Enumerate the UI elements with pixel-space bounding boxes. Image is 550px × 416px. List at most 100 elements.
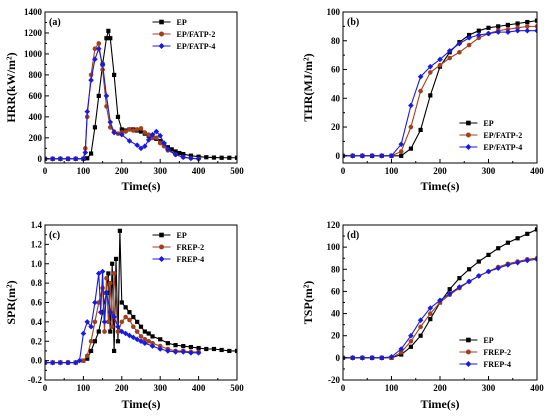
panel-label: (c) bbox=[49, 230, 60, 241]
data-point bbox=[97, 309, 104, 315]
data-point bbox=[524, 257, 531, 264]
data-point bbox=[107, 309, 114, 315]
legend-marker bbox=[159, 232, 164, 238]
data-point bbox=[196, 345, 201, 351]
data-point bbox=[437, 62, 443, 68]
data-point bbox=[110, 261, 115, 266]
data-point bbox=[92, 319, 98, 325]
data-point bbox=[142, 329, 147, 334]
data-point bbox=[45, 359, 48, 366]
data-point bbox=[446, 290, 453, 297]
x-tick-label: 300 bbox=[482, 166, 496, 176]
y-tick-label: 1.0 bbox=[31, 259, 43, 269]
y-tick-label: 0.4 bbox=[31, 317, 43, 327]
data-point bbox=[369, 153, 375, 159]
series-line bbox=[45, 46, 199, 160]
series-2 bbox=[45, 41, 201, 162]
x-axis-label: Time(s) bbox=[420, 179, 459, 193]
legend-label: FREP-2 bbox=[483, 348, 511, 357]
data-point bbox=[204, 346, 209, 352]
data-point bbox=[157, 346, 163, 352]
data-point bbox=[456, 40, 463, 47]
data-point bbox=[92, 46, 98, 52]
data-point bbox=[525, 231, 530, 236]
x-tick-label: 200 bbox=[433, 383, 447, 393]
data-point bbox=[359, 153, 366, 159]
data-point bbox=[95, 45, 102, 52]
data-point bbox=[398, 149, 404, 154]
data-point bbox=[149, 131, 156, 138]
data-point bbox=[359, 355, 366, 361]
data-point bbox=[418, 88, 423, 94]
legend-entry: EP/FATP-4 bbox=[152, 42, 215, 51]
series-1 bbox=[343, 227, 537, 360]
legend-entry: EP bbox=[152, 231, 187, 240]
y-axis-label: TSP(m²) bbox=[301, 281, 315, 325]
data-point bbox=[188, 344, 194, 350]
data-point bbox=[418, 127, 423, 133]
x-axis-label: Time(s) bbox=[420, 397, 459, 411]
data-point bbox=[408, 338, 414, 344]
data-point bbox=[81, 358, 86, 363]
series-3 bbox=[45, 268, 202, 366]
data-point bbox=[408, 102, 414, 109]
x-tick-label: 400 bbox=[192, 383, 206, 393]
data-point bbox=[115, 114, 121, 119]
data-point bbox=[234, 155, 237, 160]
data-point bbox=[106, 319, 111, 325]
legend-entry: EP bbox=[459, 336, 494, 345]
data-point bbox=[379, 153, 385, 159]
panel-label: (d) bbox=[347, 230, 359, 241]
data-point bbox=[427, 63, 434, 70]
data-point bbox=[108, 329, 113, 334]
y-tick-label: 0.8 bbox=[31, 278, 43, 288]
data-point bbox=[122, 330, 129, 337]
data-point bbox=[408, 124, 414, 130]
data-point bbox=[103, 93, 110, 99]
data-point bbox=[505, 22, 510, 28]
data-point bbox=[398, 141, 404, 148]
data-point bbox=[219, 347, 224, 353]
legend-marker bbox=[465, 349, 471, 355]
data-point bbox=[486, 252, 491, 257]
data-point bbox=[119, 328, 125, 335]
data-point bbox=[195, 156, 202, 162]
y-tick-label: 40 bbox=[331, 93, 341, 103]
data-point bbox=[505, 240, 510, 245]
x-tick-label: 400 bbox=[530, 383, 544, 393]
data-point bbox=[496, 24, 501, 29]
data-point bbox=[65, 156, 71, 162]
data-point bbox=[418, 333, 423, 338]
data-point bbox=[437, 56, 443, 63]
y-tick-label: 0 bbox=[336, 353, 341, 363]
legend-marker bbox=[465, 144, 472, 150]
data-point bbox=[88, 348, 94, 354]
data-point bbox=[127, 310, 132, 315]
legend-entry: FREP-2 bbox=[152, 243, 204, 252]
data-point bbox=[142, 130, 148, 135]
data-point bbox=[495, 265, 501, 271]
data-point bbox=[172, 349, 179, 355]
data-point bbox=[150, 340, 155, 346]
data-point bbox=[534, 27, 537, 34]
data-point bbox=[117, 228, 122, 233]
data-point bbox=[109, 324, 115, 330]
data-point bbox=[138, 334, 144, 339]
x-tick-label: 300 bbox=[153, 383, 167, 393]
y-tick-label: 0.2 bbox=[31, 336, 43, 346]
data-point bbox=[92, 56, 98, 62]
data-point bbox=[408, 146, 413, 151]
data-point bbox=[227, 155, 232, 160]
data-point bbox=[145, 137, 152, 143]
data-point bbox=[96, 93, 101, 98]
data-point bbox=[457, 276, 462, 281]
data-point bbox=[417, 317, 424, 324]
series-line bbox=[343, 228, 537, 359]
x-tick-label: 100 bbox=[385, 166, 399, 176]
data-point bbox=[188, 350, 194, 356]
data-point bbox=[173, 149, 178, 154]
data-point bbox=[154, 135, 159, 141]
data-point bbox=[115, 329, 121, 334]
y-tick-label: 60 bbox=[331, 286, 341, 296]
